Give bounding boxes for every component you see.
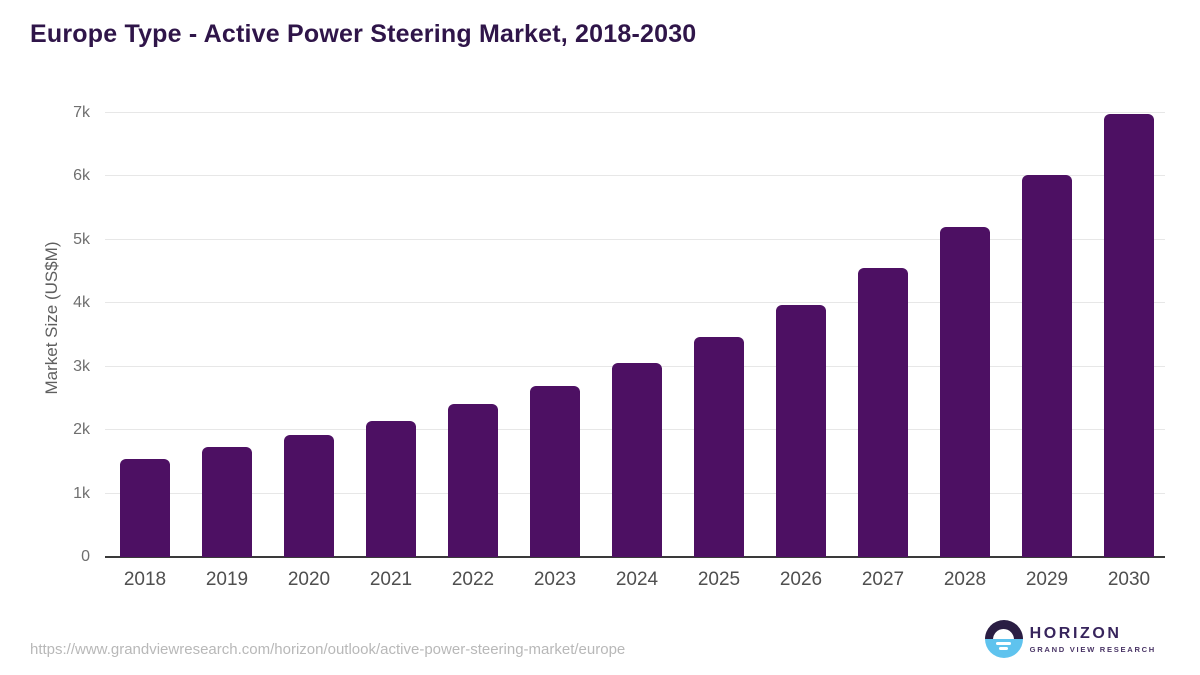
horizon-sun-icon xyxy=(984,620,1023,658)
bar-2029 xyxy=(1022,174,1072,557)
gridline xyxy=(105,238,1165,240)
logo-name: HORIZON xyxy=(1029,624,1122,642)
x-tick-label: 2027 xyxy=(861,569,905,590)
bar-2028 xyxy=(940,227,990,557)
logo-text: HORIZON GRAND VIEW RESEARCH xyxy=(1030,625,1156,654)
bar-2026 xyxy=(776,305,826,557)
bar-2027 xyxy=(858,268,908,557)
logo-sun-clip xyxy=(985,620,1023,639)
wave-icon xyxy=(999,647,1009,650)
x-tick-label: 2028 xyxy=(943,569,987,590)
x-tick-label: 2018 xyxy=(123,569,167,590)
footer: https://www.grandviewresearch.com/horizo… xyxy=(0,615,1200,675)
y-tick-label: 4k xyxy=(73,294,90,312)
x-tick-label: 2023 xyxy=(533,569,577,590)
bar-2024 xyxy=(612,362,662,557)
page-title: Europe Type - Active Power Steering Mark… xyxy=(30,20,697,48)
x-tick-label: 2024 xyxy=(615,569,659,590)
bar-2021 xyxy=(366,420,416,557)
y-tick-label: 0 xyxy=(81,548,90,565)
bar-2019 xyxy=(202,447,252,557)
gridline xyxy=(105,112,1165,113)
x-tick-label: 2020 xyxy=(287,569,331,590)
x-tick-label: 2029 xyxy=(1025,569,1069,590)
horizon-logo: HORIZON GRAND VIEW RESEARCH xyxy=(984,620,1156,658)
sun-icon xyxy=(993,628,1015,639)
x-tick-label: 2019 xyxy=(205,569,249,590)
source-url: https://www.grandviewresearch.com/horizo… xyxy=(30,641,626,658)
y-tick-label: 2k xyxy=(73,421,90,439)
bar-2030 xyxy=(1104,113,1154,557)
x-tick-label: 2026 xyxy=(779,569,823,590)
bar-2020 xyxy=(284,434,334,557)
x-tick-label: 2021 xyxy=(369,569,413,590)
logo-subtitle: GRAND VIEW RESEARCH xyxy=(1029,644,1156,654)
x-tick-label: 2022 xyxy=(451,569,495,590)
y-tick-label: 3k xyxy=(73,357,90,375)
y-tick-label: 6k xyxy=(73,167,90,185)
wave-icon xyxy=(996,641,1012,645)
gridline xyxy=(105,302,1165,304)
x-tick-label: 2025 xyxy=(697,569,741,590)
y-tick-label: 1k xyxy=(73,484,90,502)
bar-2025 xyxy=(694,336,744,557)
x-tick-label: 2030 xyxy=(1107,569,1151,590)
y-tick-label: 7k xyxy=(73,104,90,121)
y-tick-label: 5k xyxy=(73,230,90,248)
gridline xyxy=(105,175,1165,177)
bar-2022 xyxy=(448,404,498,557)
y-axis-title: Market Size (US$M) xyxy=(42,241,61,395)
x-axis-line xyxy=(105,556,1165,558)
plot-area: 0 1k 2k 3k 4k 5k 6k 7k 2018 2019 2020 2021 2022 2023 2… xyxy=(73,104,1165,590)
bar-2023 xyxy=(530,385,580,557)
bar-2018 xyxy=(120,458,170,557)
